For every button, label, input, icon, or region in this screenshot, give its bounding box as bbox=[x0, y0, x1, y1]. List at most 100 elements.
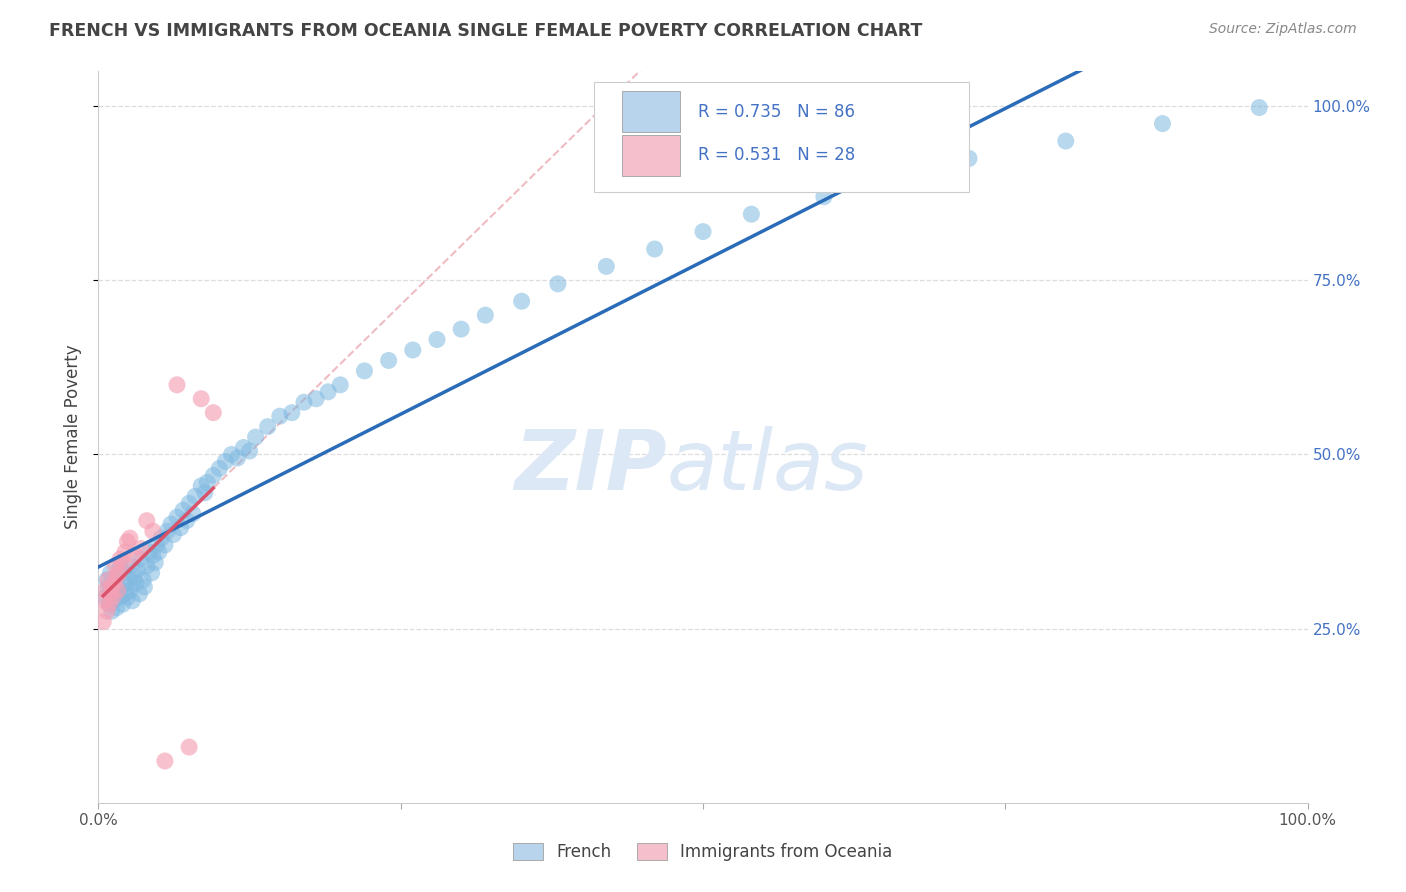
Point bbox=[166, 510, 188, 524]
Point bbox=[101, 594, 124, 608]
Point bbox=[316, 384, 339, 399]
Point bbox=[127, 562, 149, 576]
Point bbox=[114, 587, 136, 601]
Point bbox=[190, 392, 212, 406]
Point bbox=[135, 514, 157, 528]
Point bbox=[184, 489, 207, 503]
Text: ZIP: ZIP bbox=[515, 425, 666, 507]
Point bbox=[305, 392, 328, 406]
Point bbox=[214, 454, 236, 468]
Point bbox=[98, 597, 121, 611]
Point bbox=[148, 545, 170, 559]
Point bbox=[202, 468, 225, 483]
Bar bbox=[621, 92, 681, 132]
Point bbox=[100, 587, 122, 601]
Point bbox=[208, 461, 231, 475]
Point bbox=[100, 583, 122, 598]
Point bbox=[142, 549, 165, 563]
Point bbox=[103, 576, 125, 591]
Point bbox=[124, 569, 146, 583]
Point bbox=[1152, 117, 1174, 131]
Point bbox=[160, 517, 183, 532]
Point bbox=[105, 600, 128, 615]
Point bbox=[103, 576, 125, 591]
Point bbox=[176, 514, 198, 528]
Point bbox=[105, 569, 128, 583]
Point bbox=[112, 566, 135, 580]
Point bbox=[107, 580, 129, 594]
Point bbox=[132, 573, 155, 587]
Point bbox=[114, 545, 136, 559]
Point bbox=[121, 594, 143, 608]
Point bbox=[269, 409, 291, 424]
Point bbox=[256, 419, 278, 434]
Point bbox=[153, 538, 176, 552]
Point bbox=[1249, 101, 1271, 115]
Point bbox=[474, 308, 496, 322]
Point bbox=[353, 364, 375, 378]
Text: atlas: atlas bbox=[666, 425, 869, 507]
Text: FRENCH VS IMMIGRANTS FROM OCEANIA SINGLE FEMALE POVERTY CORRELATION CHART: FRENCH VS IMMIGRANTS FROM OCEANIA SINGLE… bbox=[49, 22, 922, 40]
Point bbox=[377, 353, 399, 368]
Point bbox=[957, 152, 980, 166]
Text: R = 0.531   N = 28: R = 0.531 N = 28 bbox=[699, 146, 855, 164]
Point bbox=[117, 534, 139, 549]
Point bbox=[595, 260, 617, 274]
Point bbox=[143, 556, 166, 570]
Point bbox=[105, 569, 128, 583]
Point bbox=[97, 580, 120, 594]
Point bbox=[108, 566, 131, 580]
Point bbox=[111, 597, 134, 611]
Point bbox=[117, 591, 139, 605]
Point bbox=[145, 538, 167, 552]
Point bbox=[329, 377, 352, 392]
Point bbox=[194, 485, 217, 500]
Point bbox=[128, 587, 150, 601]
Point bbox=[141, 566, 163, 580]
Point bbox=[129, 552, 152, 566]
Point bbox=[153, 754, 176, 768]
Point bbox=[104, 558, 127, 573]
Point bbox=[644, 242, 666, 256]
Point bbox=[239, 444, 262, 458]
Point bbox=[111, 556, 134, 570]
Y-axis label: Single Female Poverty: Single Female Poverty bbox=[65, 345, 83, 529]
Point bbox=[426, 333, 449, 347]
Point bbox=[118, 583, 141, 598]
Point bbox=[101, 591, 124, 605]
Point bbox=[150, 531, 173, 545]
Point bbox=[97, 573, 120, 587]
Point bbox=[91, 615, 114, 629]
Point bbox=[221, 448, 243, 462]
Point bbox=[179, 740, 201, 755]
Point bbox=[1054, 134, 1077, 148]
Point bbox=[169, 521, 191, 535]
Point bbox=[232, 441, 254, 455]
Point bbox=[96, 604, 118, 618]
Point bbox=[107, 583, 129, 598]
Point bbox=[94, 583, 117, 598]
Point bbox=[118, 531, 141, 545]
Point bbox=[134, 580, 156, 594]
Point bbox=[547, 277, 569, 291]
Point bbox=[124, 549, 146, 563]
Point bbox=[740, 207, 762, 221]
Point bbox=[96, 573, 118, 587]
Bar bbox=[621, 136, 681, 176]
Point bbox=[450, 322, 472, 336]
Point bbox=[813, 190, 835, 204]
Point bbox=[172, 503, 194, 517]
Text: Source: ZipAtlas.com: Source: ZipAtlas.com bbox=[1209, 22, 1357, 37]
Point bbox=[142, 524, 165, 538]
Point bbox=[118, 573, 141, 587]
Point bbox=[115, 576, 138, 591]
Point bbox=[98, 597, 121, 611]
Text: R = 0.735   N = 86: R = 0.735 N = 86 bbox=[699, 103, 855, 120]
Point bbox=[104, 587, 127, 601]
Point bbox=[93, 591, 115, 605]
Point bbox=[100, 580, 122, 594]
Point bbox=[156, 524, 179, 538]
Point bbox=[226, 450, 249, 465]
Point bbox=[245, 430, 267, 444]
Point bbox=[692, 225, 714, 239]
